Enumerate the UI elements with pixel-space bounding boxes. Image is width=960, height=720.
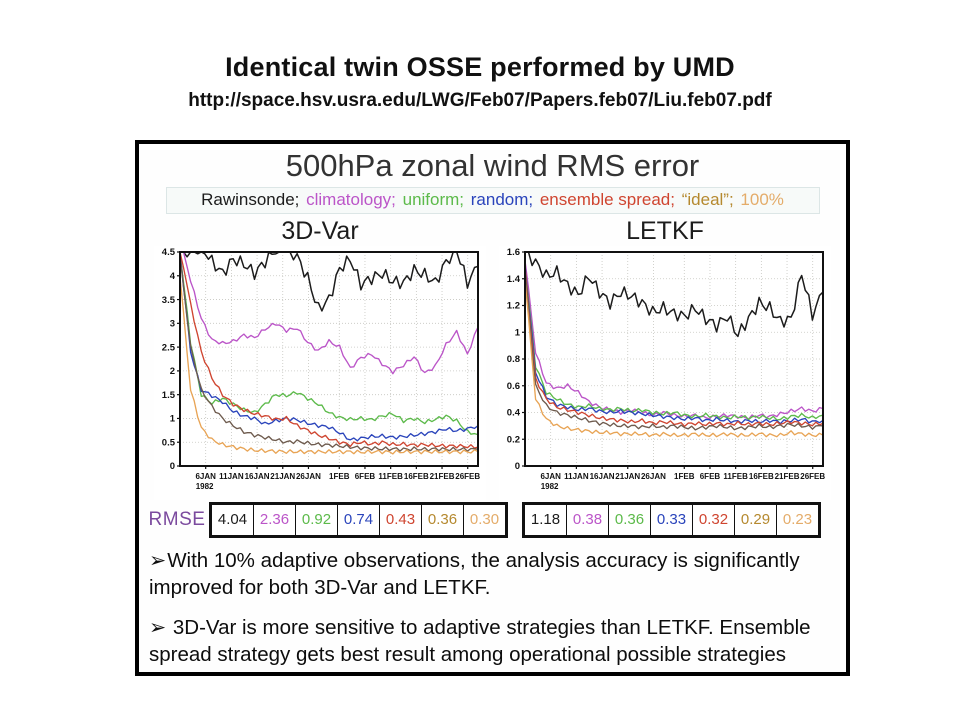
svg-text:1: 1: [515, 327, 521, 338]
bullet-arrow-icon: ➢: [149, 616, 167, 640]
chart-letkf-title: LETKF: [626, 217, 704, 245]
rmse-row: RMSE 4.04 2.36 0.92 0.74 0.43 0.36 0.30 1.18 0.…: [145, 502, 840, 538]
rmse-cell: 4.04: [212, 505, 253, 535]
svg-text:11FEB: 11FEB: [723, 472, 748, 481]
bullet-text: 3D-Var is more sensitive to adaptive str…: [149, 616, 811, 666]
svg-text:6JAN: 6JAN: [195, 472, 216, 481]
svg-text:1: 1: [170, 414, 176, 425]
rmse-cell: 0.32: [692, 505, 734, 535]
rmse-cell: 0.23: [776, 505, 818, 535]
chart-legend: Rawinsonde; climatology; uniform; random…: [165, 187, 820, 214]
svg-text:1982: 1982: [196, 482, 214, 491]
svg-text:1.2: 1.2: [507, 301, 520, 312]
chart-letkf: LETKF 0 0.2 0.4 0.6 0.8 1 1.2 1.4 1.6 6JAN 1982 11J…: [496, 216, 834, 500]
svg-text:0: 0: [170, 461, 175, 472]
rmse-table-letkf: 1.18 0.38 0.36 0.33 0.32 0.29 0.23: [522, 502, 821, 538]
svg-text:26JAN: 26JAN: [296, 472, 321, 481]
rmse-cell: 0.74: [337, 505, 379, 535]
svg-text:6FEB: 6FEB: [355, 472, 376, 481]
svg-text:21JAN: 21JAN: [615, 472, 640, 481]
svg-text:0.5: 0.5: [162, 437, 176, 448]
svg-text:6JAN: 6JAN: [540, 472, 561, 481]
rmse-cell: 1.18: [525, 505, 566, 535]
rmse-cell: 0.36: [421, 505, 463, 535]
chart-3dvar-title: 3D-Var: [281, 217, 359, 245]
svg-text:1982: 1982: [541, 482, 559, 491]
legend-item: 100%: [740, 190, 784, 209]
svg-text:11JAN: 11JAN: [564, 472, 589, 481]
svg-text:0.2: 0.2: [507, 434, 520, 445]
rmse-cell: 0.29: [734, 505, 776, 535]
svg-text:0: 0: [515, 461, 520, 472]
bullet-text: With 10% adaptive observations, the anal…: [149, 549, 800, 599]
svg-text:1.4: 1.4: [507, 274, 521, 285]
rmse-table-3dvar: 4.04 2.36 0.92 0.74 0.43 0.36 0.30: [209, 502, 508, 538]
bullet-arrow-icon: ➢: [149, 549, 167, 572]
svg-text:16JAN: 16JAN: [245, 472, 270, 481]
svg-text:26FEB: 26FEB: [455, 472, 480, 481]
svg-text:3.5: 3.5: [162, 295, 176, 306]
svg-text:4.5: 4.5: [162, 247, 176, 258]
svg-text:0.4: 0.4: [507, 408, 521, 419]
svg-text:26JAN: 26JAN: [641, 472, 666, 481]
rmse-cell: 0.43: [379, 505, 421, 535]
charts-row: 3D-Var 0 0.5 1 1.5 2 2.5 3 3.5 4 4.5 6JAN 1982 11JAN…: [139, 216, 846, 500]
rmse-cell: 0.30: [463, 505, 505, 535]
svg-text:26FEB: 26FEB: [800, 472, 825, 481]
rmse-cell: 0.38: [566, 505, 608, 535]
svg-text:21FEB: 21FEB: [430, 472, 455, 481]
legend-item: climatology;: [306, 190, 401, 209]
svg-text:11JAN: 11JAN: [219, 472, 244, 481]
svg-text:16JAN: 16JAN: [590, 472, 615, 481]
svg-text:11FEB: 11FEB: [378, 472, 403, 481]
chart-3dvar: 3D-Var 0 0.5 1 1.5 2 2.5 3 3.5 4 4.5 6JAN 1982 11JAN…: [151, 216, 489, 500]
legend-item: ensemble spread;: [539, 190, 680, 209]
legend-item: uniform;: [402, 190, 469, 209]
svg-text:3: 3: [170, 319, 175, 330]
svg-text:2: 2: [170, 366, 175, 377]
svg-text:2.5: 2.5: [162, 342, 176, 353]
svg-text:16FEB: 16FEB: [404, 472, 429, 481]
svg-text:1FEB: 1FEB: [329, 472, 350, 481]
svg-text:4: 4: [170, 271, 176, 282]
svg-text:21JAN: 21JAN: [270, 472, 295, 481]
bullet-list: ➢With 10% adaptive observations, the ana…: [149, 548, 841, 669]
figure-title: 500hPa zonal wind RMS error: [285, 148, 700, 183]
legend-item: “ideal”;: [681, 190, 739, 209]
bullet-item: ➢With 10% adaptive observations, the ana…: [149, 548, 841, 601]
rmse-cell: 2.36: [253, 505, 295, 535]
slide-title: Identical twin OSSE performed by UMD: [225, 52, 735, 82]
svg-text:1.6: 1.6: [507, 247, 520, 258]
svg-text:0.6: 0.6: [507, 381, 520, 392]
svg-text:1FEB: 1FEB: [674, 472, 695, 481]
svg-text:0.8: 0.8: [507, 354, 520, 365]
bullet-item: ➢ 3D-Var is more sensitive to adaptive s…: [149, 615, 841, 668]
rmse-cell: 0.92: [295, 505, 337, 535]
svg-text:21FEB: 21FEB: [775, 472, 800, 481]
rmse-cell: 0.36: [608, 505, 650, 535]
rmse-label: RMSE: [148, 509, 206, 530]
figure-box: 500hPa zonal wind RMS error Rawinsonde; …: [135, 140, 850, 676]
rmse-cell: 0.33: [650, 505, 692, 535]
legend-item: random;: [470, 190, 538, 209]
legend-item: Rawinsonde;: [201, 190, 305, 209]
svg-text:6FEB: 6FEB: [700, 472, 721, 481]
source-url: http://space.hsv.usra.edu/LWG/Feb07/Pape…: [188, 90, 772, 111]
svg-text:1.5: 1.5: [162, 390, 176, 401]
svg-text:16FEB: 16FEB: [749, 472, 774, 481]
